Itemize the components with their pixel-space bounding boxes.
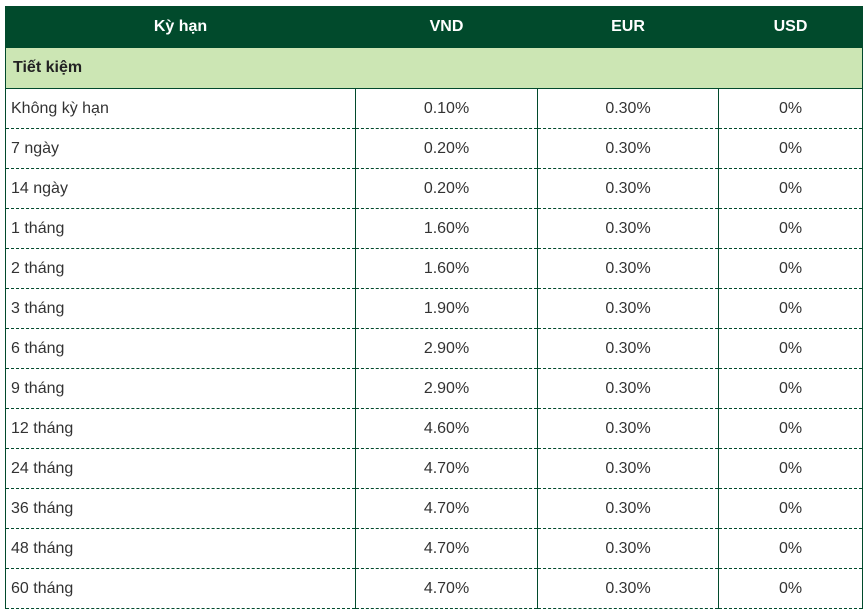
- cell-usd: 0%: [718, 88, 863, 129]
- cell-vnd: 4.70%: [355, 568, 538, 609]
- cell-term: 14 ngày: [5, 168, 356, 209]
- cell-eur: 0.30%: [537, 568, 719, 609]
- cell-eur: 0.30%: [537, 368, 719, 409]
- table-row: 12 tháng 4.60% 0.30% 0%: [5, 408, 863, 449]
- cell-term: 36 tháng: [5, 488, 356, 529]
- header-usd: USD: [718, 6, 863, 48]
- cell-vnd: 4.70%: [355, 448, 538, 489]
- cell-vnd: 2.90%: [355, 328, 538, 369]
- cell-term: Không kỳ hạn: [5, 88, 356, 129]
- table-row: 1 tháng 1.60% 0.30% 0%: [5, 208, 863, 249]
- table-body: Tiết kiệm Không kỳ hạn 0.10% 0.30% 0% 7 ngày…: [5, 47, 863, 609]
- cell-eur: 0.30%: [537, 328, 719, 369]
- cell-eur: 0.30%: [537, 168, 719, 209]
- table-row: 48 tháng 4.70% 0.30% 0%: [5, 528, 863, 569]
- cell-term: 60 tháng: [5, 568, 356, 609]
- cell-eur: 0.30%: [537, 248, 719, 289]
- cell-term: 3 tháng: [5, 288, 356, 329]
- table-row: 24 tháng 4.70% 0.30% 0%: [5, 448, 863, 489]
- cell-term: 2 tháng: [5, 248, 356, 289]
- cell-term: 48 tháng: [5, 528, 356, 569]
- cell-vnd: 2.90%: [355, 368, 538, 409]
- cell-usd: 0%: [718, 208, 863, 249]
- table-row: 9 tháng 2.90% 0.30% 0%: [5, 368, 863, 409]
- cell-eur: 0.30%: [537, 488, 719, 529]
- table-header: Kỳ hạn VND EUR USD: [5, 6, 863, 48]
- cell-eur: 0.30%: [537, 448, 719, 489]
- header-term: Kỳ hạn: [5, 6, 356, 48]
- table-row: 6 tháng 2.90% 0.30% 0%: [5, 328, 863, 369]
- table-row: Không kỳ hạn 0.10% 0.30% 0%: [5, 88, 863, 129]
- cell-eur: 0.30%: [537, 528, 719, 569]
- table-row: 2 tháng 1.60% 0.30% 0%: [5, 248, 863, 289]
- cell-term: 7 ngày: [5, 128, 356, 169]
- table-row: 7 ngày 0.20% 0.30% 0%: [5, 128, 863, 169]
- cell-eur: 0.30%: [537, 88, 719, 129]
- cell-usd: 0%: [718, 168, 863, 209]
- cell-eur: 0.30%: [537, 208, 719, 249]
- cell-vnd: 0.10%: [355, 88, 538, 129]
- cell-eur: 0.30%: [537, 408, 719, 449]
- cell-usd: 0%: [718, 488, 863, 529]
- cell-term: 1 tháng: [5, 208, 356, 249]
- cell-vnd: 4.60%: [355, 408, 538, 449]
- table-row: 3 tháng 1.90% 0.30% 0%: [5, 288, 863, 329]
- cell-usd: 0%: [718, 448, 863, 489]
- cell-vnd: 4.70%: [355, 528, 538, 569]
- cell-term: 9 tháng: [5, 368, 356, 409]
- cell-vnd: 1.90%: [355, 288, 538, 329]
- table-row: 60 tháng 4.70% 0.30% 0%: [5, 568, 863, 609]
- table-row: 14 ngày 0.20% 0.30% 0%: [5, 168, 863, 209]
- cell-term: 12 tháng: [5, 408, 356, 449]
- cell-usd: 0%: [718, 568, 863, 609]
- cell-usd: 0%: [718, 368, 863, 409]
- cell-vnd: 0.20%: [355, 128, 538, 169]
- header-vnd: VND: [355, 6, 538, 48]
- cell-eur: 0.30%: [537, 288, 719, 329]
- cell-usd: 0%: [718, 248, 863, 289]
- table-row: 36 tháng 4.70% 0.30% 0%: [5, 488, 863, 529]
- cell-term: 24 tháng: [5, 448, 356, 489]
- cell-usd: 0%: [718, 328, 863, 369]
- section-row: Tiết kiệm: [5, 47, 863, 89]
- cell-eur: 0.30%: [537, 128, 719, 169]
- cell-usd: 0%: [718, 408, 863, 449]
- header-row: Kỳ hạn VND EUR USD: [5, 6, 863, 48]
- cell-term: 6 tháng: [5, 328, 356, 369]
- cell-usd: 0%: [718, 128, 863, 169]
- cell-vnd: 4.70%: [355, 488, 538, 529]
- cell-usd: 0%: [718, 288, 863, 329]
- cell-vnd: 1.60%: [355, 208, 538, 249]
- cell-vnd: 0.20%: [355, 168, 538, 209]
- interest-rate-table: Kỳ hạn VND EUR USD Tiết kiệm Không kỳ hạ…: [5, 6, 863, 609]
- section-label: Tiết kiệm: [5, 47, 863, 89]
- cell-vnd: 1.60%: [355, 248, 538, 289]
- cell-usd: 0%: [718, 528, 863, 569]
- header-eur: EUR: [537, 6, 719, 48]
